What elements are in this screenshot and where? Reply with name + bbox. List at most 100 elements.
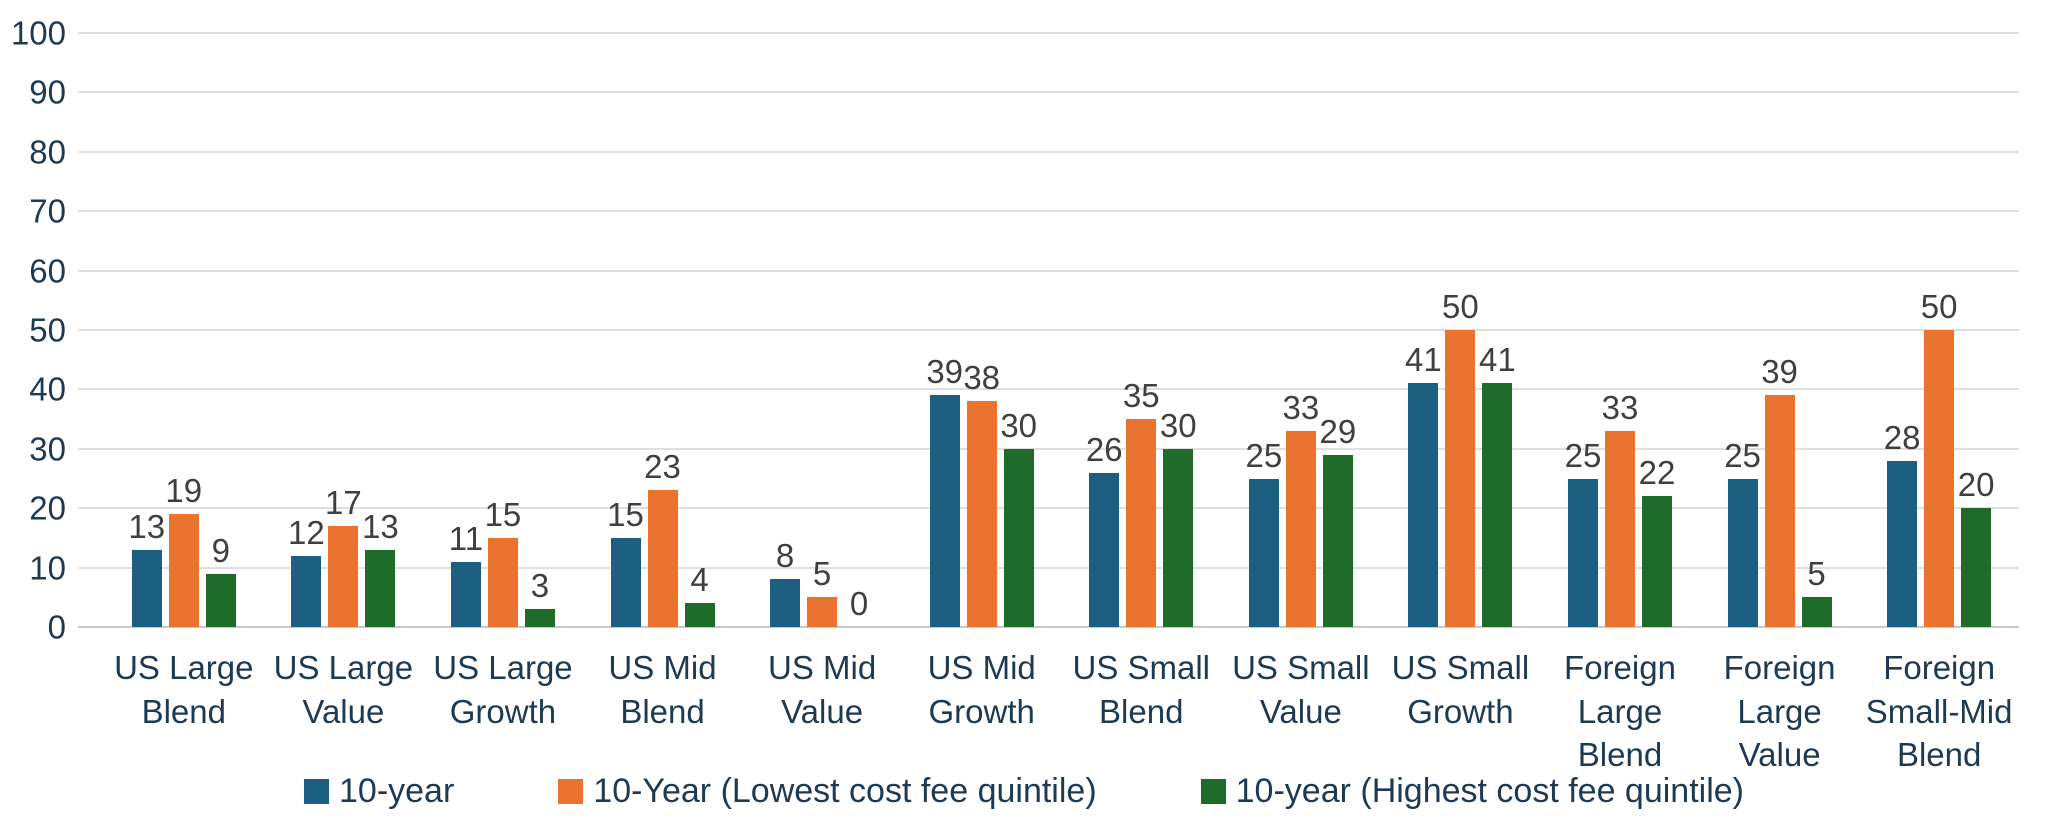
- bar-value-label: 39: [1761, 353, 1798, 391]
- y-axis-tick-label: 20: [29, 489, 66, 527]
- x-axis-category-label: US Small Blend: [1072, 649, 1211, 730]
- bar-group: 25 33 22: [1540, 33, 1700, 627]
- bar: [1445, 330, 1476, 627]
- bar: [1801, 597, 1832, 627]
- bar-slot: 35: [1123, 379, 1160, 627]
- bar: [1248, 478, 1279, 627]
- x-axis-category-label: US Large Growth: [433, 649, 573, 730]
- bar-group: 25 39 5: [1700, 33, 1860, 627]
- bar-value-label: 13: [128, 507, 166, 545]
- x-axis-baseline: [78, 626, 2019, 628]
- bar-value-label: 23: [644, 448, 681, 486]
- bar-slot: 5: [1801, 557, 1832, 627]
- bar-slot: 15: [485, 498, 521, 627]
- gridline: [78, 32, 2019, 34]
- bar-value-label: 41: [1479, 341, 1516, 379]
- bar-slot: 19: [165, 474, 202, 627]
- legend-label: 10-year (Highest cost fee quintile): [1235, 772, 1744, 810]
- bar-value-label: 13: [362, 507, 399, 545]
- bar-value-label: 5: [1807, 555, 1826, 593]
- x-axis: US Large Blend US Large Value US Large Gro…: [104, 646, 2019, 777]
- bar-value-label: 26: [1085, 430, 1123, 468]
- gridline: [78, 329, 2019, 331]
- bar-value-label: 25: [1245, 436, 1283, 474]
- bar-value-label: 9: [211, 531, 230, 569]
- bar-slot: 39: [1761, 355, 1798, 627]
- bar: [684, 603, 715, 627]
- bar-value-label: 29: [1319, 412, 1357, 450]
- bar: [647, 490, 678, 627]
- bar-slot: 13: [362, 510, 399, 627]
- bar-slot: 11: [449, 522, 483, 627]
- legend: 10-year 10-Year (Lowest cost fee quintile…: [0, 774, 2048, 808]
- x-axis-category-label: US Small Growth: [1391, 649, 1530, 730]
- x-axis-category-label: US Large Value: [273, 649, 414, 730]
- y-axis-tick-label: 0: [47, 608, 66, 646]
- gridline: [78, 388, 2019, 391]
- bar: [770, 579, 801, 627]
- bar-slot: 17: [325, 486, 362, 627]
- bar-slot: 4: [684, 563, 715, 627]
- bar-value-label: 22: [1638, 454, 1676, 492]
- bar: [524, 609, 555, 627]
- bar-group: 11 15 3: [423, 33, 583, 627]
- bar-slot: 23: [644, 450, 681, 627]
- y-axis-tick-label: 90: [29, 73, 66, 111]
- bar: [1924, 330, 1955, 627]
- bar: [610, 537, 641, 627]
- bar-value-label: 17: [325, 484, 362, 522]
- bar: [1727, 478, 1758, 627]
- gridline: [78, 269, 2019, 272]
- bar: [328, 526, 359, 627]
- bar-slot: 28: [1884, 421, 1921, 627]
- bar: [1961, 508, 1992, 627]
- bar-value-label: 35: [1122, 377, 1160, 415]
- y-axis-tick-label: 80: [29, 133, 66, 171]
- bar: [1408, 383, 1439, 627]
- bar-slot: 50: [1921, 290, 1958, 627]
- y-axis-tick-label: 100: [10, 14, 66, 52]
- x-axis-category-label: US Mid Value: [768, 649, 877, 730]
- bar: [1126, 419, 1157, 627]
- bar-slot: 3: [524, 569, 555, 627]
- y-axis-tick-label: 50: [29, 311, 66, 349]
- bar-value-label: 5: [812, 555, 832, 593]
- legend-label: 10-year: [339, 772, 455, 810]
- y-axis-tick-label: 60: [29, 252, 66, 290]
- bar: [1604, 430, 1635, 627]
- bar-value-label: 0: [849, 585, 869, 622]
- bar: [291, 555, 322, 627]
- bar: [1641, 496, 1672, 627]
- bar-group: 39 38 30: [902, 33, 1062, 627]
- bar-slot: 30: [1160, 409, 1197, 627]
- bar-slot: 15: [607, 498, 644, 627]
- gridline: [78, 91, 2019, 94]
- y-axis-tick-label: 70: [29, 192, 66, 230]
- bar-groups: 13 19 9 12 17 13 11 15 3 15 23 4 8 5 0 39 38 30 26 35 30 25 33…: [104, 33, 2019, 627]
- bar-slot: 13: [128, 510, 165, 627]
- gridline: [78, 210, 2019, 213]
- bar-value-label: 25: [1724, 436, 1761, 474]
- bar-slot: 33: [1602, 391, 1638, 627]
- y-axis-tick-label: 30: [29, 430, 66, 468]
- bar-value-label: 50: [1920, 288, 1958, 325]
- x-axis-category-label: US Large Blend: [114, 649, 254, 730]
- bar: [1887, 460, 1918, 627]
- bar-slot: 25: [1565, 439, 1601, 627]
- gridline: [78, 566, 2019, 569]
- bar-value-label: 15: [607, 495, 644, 533]
- bar-value-label: 30: [1159, 406, 1197, 444]
- bar: [966, 401, 997, 627]
- gridline: [78, 447, 2019, 450]
- bar-value-label: 41: [1405, 341, 1442, 379]
- bar-slot: 30: [1000, 409, 1037, 627]
- bar-slot: 41: [1479, 343, 1516, 627]
- bar-group: 28 50 20: [1859, 33, 2019, 627]
- y-axis-tick-label: 10: [29, 549, 66, 587]
- bar-value-label: 20: [1957, 466, 1995, 504]
- bar-slot: 8: [770, 539, 801, 627]
- bar: [168, 514, 199, 627]
- bar-slot: 38: [963, 361, 1000, 627]
- bar-slot: 50: [1442, 290, 1479, 627]
- legend-swatch-icon: [1200, 778, 1226, 804]
